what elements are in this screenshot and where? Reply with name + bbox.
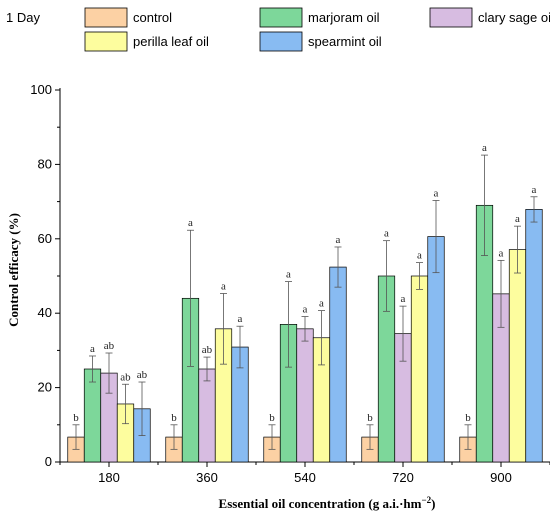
significance-label: b [269, 412, 275, 424]
significance-label: a [499, 247, 504, 259]
bar [329, 266, 347, 463]
significance-label: a [401, 293, 406, 305]
legend-label: perilla leaf oil [133, 34, 209, 49]
x-tick-label: 180 [98, 470, 120, 485]
significance-label: a [532, 184, 537, 196]
x-tick-label: 360 [196, 470, 218, 485]
significance-label: b [465, 412, 471, 424]
bar [410, 275, 429, 463]
significance-label: ab [120, 371, 131, 383]
y-tick-label: 0 [45, 454, 52, 469]
significance-label: a [188, 217, 193, 229]
legend-label: marjoram oil [308, 10, 380, 25]
significance-label: b [367, 412, 373, 424]
significance-label: a [221, 280, 226, 292]
legend-swatch [84, 31, 128, 52]
significance-label: a [384, 228, 389, 240]
significance-label: ab [104, 340, 115, 352]
chart-annotation: 1 Day [6, 10, 40, 25]
bar [525, 209, 543, 463]
significance-label: ab [202, 344, 213, 356]
bar [296, 328, 314, 463]
legend-swatch [259, 31, 303, 52]
significance-label: ab [137, 369, 148, 381]
y-tick-label: 100 [30, 82, 52, 97]
bar [198, 368, 216, 463]
y-tick-label: 60 [38, 231, 52, 246]
legend-swatch [429, 7, 473, 28]
bar [508, 249, 527, 463]
significance-label: a [482, 142, 487, 154]
y-tick-label: 40 [38, 305, 52, 320]
significance-label: a [319, 298, 324, 310]
legend-label: control [133, 10, 172, 25]
significance-label: a [238, 313, 243, 325]
legend-label: spearmint oil [308, 34, 382, 49]
significance-label: a [434, 187, 439, 199]
x-tick-label: 900 [490, 470, 512, 485]
significance-label: a [90, 343, 95, 355]
x-tick-label: 540 [294, 470, 316, 485]
legend: control marjoram oil clary sage oil perilla… [84, 7, 550, 52]
x-tick-label: 720 [392, 470, 414, 485]
significance-label: b [171, 412, 177, 424]
significance-label: a [286, 269, 291, 281]
bar [83, 368, 102, 463]
legend-swatch [259, 7, 303, 28]
significance-label: a [336, 234, 341, 246]
significance-label: a [417, 250, 422, 262]
x-axis-title: Essential oil concentration (g a.i.·hm−2… [219, 495, 436, 511]
legend-label: clary sage oil [478, 10, 550, 25]
legend-swatch [84, 7, 128, 28]
significance-label: b [73, 412, 79, 424]
significance-label: a [303, 304, 308, 316]
y-axis-title: Control efficacy (%) [6, 213, 21, 327]
significance-label: a [515, 213, 520, 225]
y-tick-label: 20 [38, 380, 52, 395]
y-tick-label: 80 [38, 156, 52, 171]
